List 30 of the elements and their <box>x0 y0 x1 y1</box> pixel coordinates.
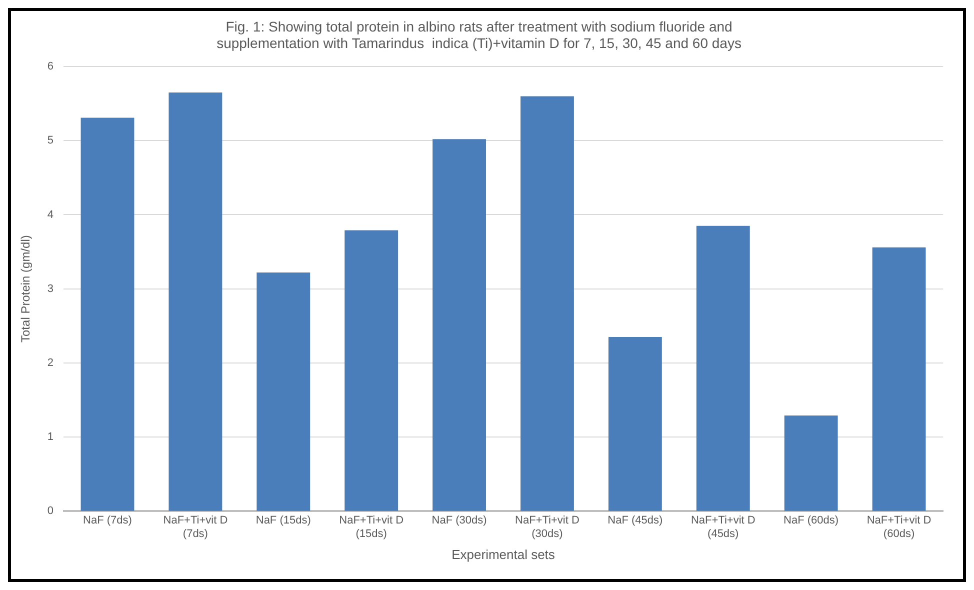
chart-title: Fig. 1: Showing total protein in albino rats after treatment with sodium fluoride and supplementation with Tamarindus indica (Ti)+vitamin D for 7, 15, 30, 45 and 60 days <box>216 18 742 52</box>
y-tick-label: 5 <box>47 134 54 147</box>
x-tick-label: NaF (15ds) <box>256 514 311 527</box>
bar <box>80 118 134 510</box>
y-tick-label: 1 <box>47 430 54 443</box>
y-tick-label: 6 <box>47 60 54 73</box>
x-tick-label: NaF+Ti+vit D (7ds) <box>163 514 228 540</box>
bar <box>168 92 222 510</box>
y-axis-title: Total Protein (gm/dl) <box>18 235 33 342</box>
x-tick-label: NaF+Ti+vit D (15ds) <box>339 514 404 540</box>
bar <box>520 96 574 510</box>
x-tick-label: NaF (45ds) <box>608 514 663 527</box>
y-tick-label: 3 <box>47 282 54 295</box>
y-tick-label: 0 <box>47 505 54 518</box>
x-tick-label: NaF (30ds) <box>432 514 487 527</box>
x-tick-label: NaF+Ti+vit D (45ds) <box>690 514 756 540</box>
x-tick-label: NaF (7ds) <box>83 514 132 527</box>
bar <box>696 226 750 510</box>
y-tick-label: 4 <box>47 208 54 221</box>
bar <box>784 415 838 510</box>
bar <box>872 247 926 510</box>
x-tick-label: NaF (60ds) <box>784 514 839 527</box>
y-tick-label: 2 <box>47 356 54 369</box>
x-tick-label: NaF+Ti+vit D (60ds) <box>866 514 932 540</box>
bar <box>608 336 662 510</box>
bar <box>256 272 310 510</box>
bar <box>432 139 486 510</box>
bar <box>344 230 398 510</box>
x-tick-label: NaF+Ti+vit D (30ds) <box>515 514 580 540</box>
x-axis-title: Experimental sets <box>452 546 556 562</box>
